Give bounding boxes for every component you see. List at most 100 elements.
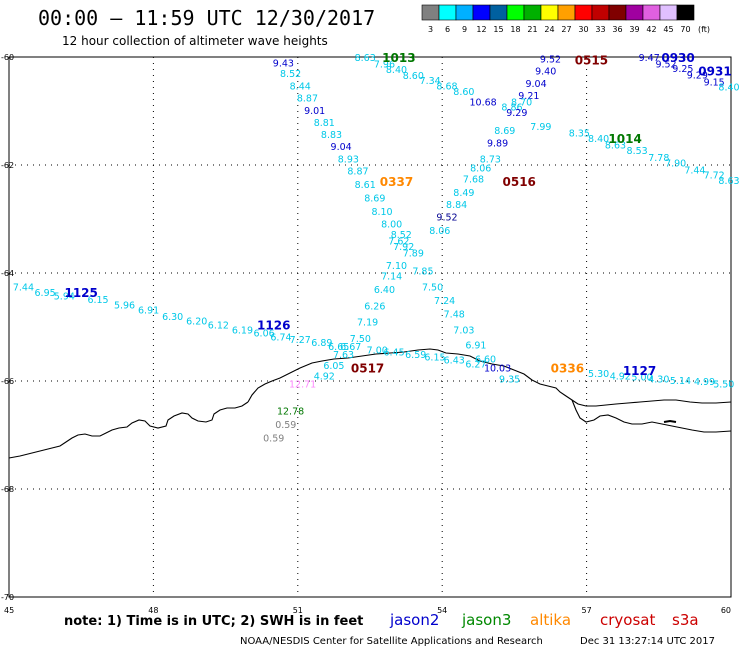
wave-height-value: 7.50: [350, 334, 371, 345]
wave-height-value: 10.68: [470, 97, 497, 108]
wave-height-value: 7.89: [403, 248, 424, 259]
legend-swatch: [574, 4, 593, 21]
wave-height-value: 5.96: [114, 300, 135, 311]
wave-height-value: 7.34: [420, 76, 441, 87]
pass-time-label: 0931: [698, 65, 731, 79]
legend-tick-label: 21: [527, 25, 537, 34]
wave-height-value: 7.48: [444, 310, 465, 321]
pass-time-label: 1013: [382, 51, 415, 65]
pass-time-label: 0337: [380, 175, 413, 189]
wave-height-value: 7.92: [393, 242, 414, 253]
wave-height-value: 8.06: [470, 164, 491, 175]
wave-height-value: 6.15: [87, 295, 108, 306]
wave-height-value: 4.99: [694, 377, 715, 388]
wave-height-value: 6.19: [232, 326, 253, 337]
wave-height-value: 8.52: [280, 69, 301, 80]
wave-height-value: 6.27: [465, 360, 486, 371]
wave-height-value: 9.89: [487, 138, 508, 149]
latitude-labels: -60 -62 -64 -66 -68 -70: [1, 53, 14, 602]
longitude-label: 51: [293, 606, 303, 615]
longitude-labels: 45 48 51 54 57 60: [4, 606, 731, 615]
legend-tick-label: 45: [663, 25, 673, 34]
wave-height-value: 6.45: [383, 347, 404, 358]
wave-height-value: 7.27: [290, 335, 311, 346]
wave-height-value: 9.35: [499, 374, 520, 385]
wave-height-value: 8.69: [364, 193, 385, 204]
pass-time-label: 0516: [503, 175, 536, 189]
wave-height-value: 7.96: [374, 59, 395, 70]
legend-swatch: [676, 4, 695, 21]
wave-height-value: 8.81: [314, 118, 335, 129]
latitude-label: -62: [1, 161, 14, 170]
wave-height-value: 8.93: [338, 155, 359, 166]
wave-height-value: 8.87: [297, 94, 318, 105]
wave-height-value: 8.60: [403, 71, 424, 82]
wave-height-value: 7.14: [381, 272, 402, 283]
satellite-name: altika: [530, 611, 571, 629]
wave-height-value: 8.00: [381, 219, 402, 230]
legend-swatch: [472, 4, 491, 21]
pass-time-label: 0517: [351, 362, 384, 376]
wave-height-value: 4.92: [314, 372, 335, 383]
pass-time-label: 1014: [608, 132, 641, 146]
wave-height-value: 4.30: [648, 374, 669, 385]
wave-height-value: 8.40: [386, 65, 407, 76]
legend-tick-label: 27: [561, 25, 571, 34]
legend-swatch: [642, 4, 661, 21]
legend-tick-label: 39: [629, 25, 639, 34]
legend-swatch: [438, 4, 457, 21]
wave-height-value: 8.63: [718, 176, 739, 187]
wave-height-value: 8.52: [391, 230, 412, 241]
wave-height-value: 6.30: [162, 312, 183, 323]
wave-height-value: 8.40: [718, 83, 739, 94]
legend-swatch: [523, 4, 542, 21]
map-subtitle: 12 hour collection of altimeter wave hei…: [62, 34, 328, 48]
wave-height-value: 6.15: [424, 353, 445, 364]
legend-tick-label: 6: [445, 25, 450, 34]
pass-time-label: 1127: [623, 364, 656, 378]
wave-height-value: 6.89: [311, 338, 332, 349]
wave-height-value: 7.63: [333, 350, 354, 361]
map-title: 00:00 – 11:59 UTC 12/30/2017: [38, 6, 375, 30]
wave-height-value: 0.59: [263, 434, 284, 445]
wave-height-value: 7.62: [388, 237, 409, 248]
wave-height-value: 8.63: [355, 53, 376, 64]
wave-height-value: 9.52: [436, 212, 457, 223]
wave-height-value: 6.12: [208, 320, 229, 331]
wave-height-value: 8.70: [511, 97, 532, 108]
wave-height-value: 9.52: [655, 59, 676, 70]
legend-tick-label: 9: [462, 25, 467, 34]
pass-time-label: 0515: [575, 54, 608, 68]
satellite-name: s3a: [672, 611, 699, 629]
wave-height-value: 6.20: [186, 317, 207, 328]
legend-tick-label: 36: [612, 25, 622, 34]
latitude-label: -64: [1, 269, 14, 278]
wave-height-value: 6.91: [465, 340, 486, 351]
wave-height-value: 9.21: [518, 91, 539, 102]
wave-height-value: 8.10: [371, 207, 392, 218]
wave-height-value: 6.95: [35, 288, 56, 299]
legend-swatch: [557, 4, 576, 21]
wave-height-value: 8.61: [355, 180, 376, 191]
wave-height-value: 8.40: [588, 134, 609, 145]
legend-tick-label: 42: [646, 25, 656, 34]
pass-time-label: 0930: [661, 51, 694, 65]
wave-height-value: 9.29: [687, 70, 708, 81]
wave-height-value: 8.53: [627, 146, 648, 157]
wave-height-value: 6.91: [138, 306, 159, 317]
wave-height-value: 9.47: [639, 53, 660, 64]
legend-tick-label: 70: [680, 25, 690, 34]
wave-height-value: 9.04: [331, 142, 352, 153]
legend-swatch: [489, 4, 508, 21]
wave-height-value: 7.03: [453, 326, 474, 337]
wave-height-value: 7.99: [530, 122, 551, 133]
color-scale-legend: 3 6 9 12 15 18 21 24 27 30 33 36 39 42 45 70 (ft): [421, 4, 710, 34]
wave-height-value: 5.00: [631, 373, 652, 384]
wave-height-value: 5.50: [713, 380, 734, 391]
wave-height-value: 6.59: [405, 350, 426, 361]
wave-height-value: 6.74: [270, 333, 291, 344]
wave-height-value: 8.68: [436, 82, 457, 93]
satellite-name: cryosat: [600, 611, 655, 629]
credit-line: NOAA/NESDIS Center for Satellite Applica…: [240, 636, 543, 647]
wave-height-value: 6.67: [340, 342, 361, 353]
